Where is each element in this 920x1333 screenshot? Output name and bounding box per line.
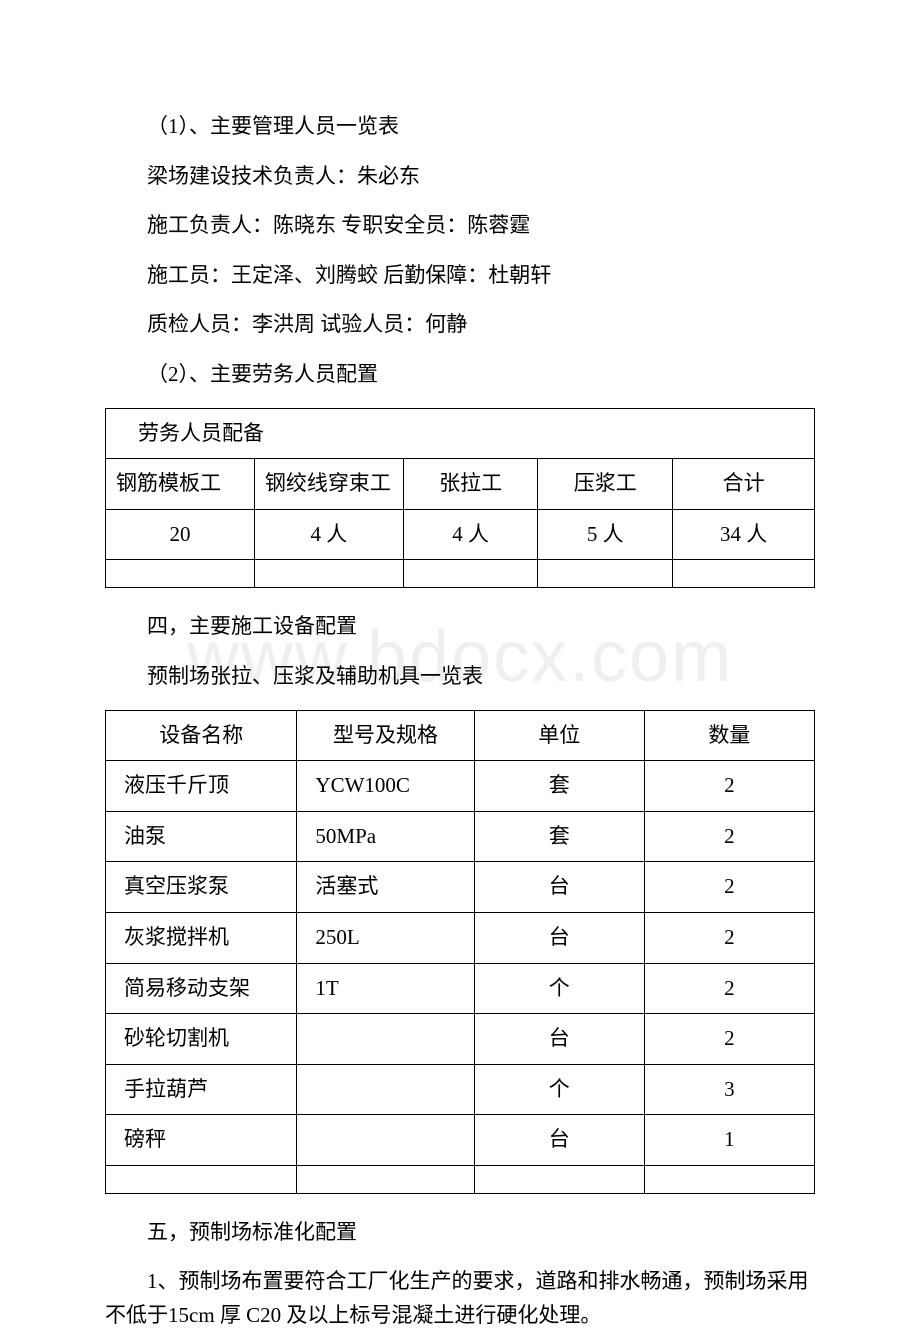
table-row: 真空压浆泵 活塞式 台 2 [106,862,815,913]
equip-cell: 台 [474,912,644,963]
labor-cell: 34 人 [673,509,815,560]
equip-cell: YCW100C [297,761,474,812]
line-3: 施工负责人：陈晓东 专职安全员：陈蓉霆 [105,209,815,243]
equip-cell: 个 [474,963,644,1014]
table-row: 灰浆搅拌机 250L 台 2 [106,912,815,963]
equip-cell: 1T [297,963,474,1014]
equip-cell: 50MPa [297,811,474,862]
equip-cell: 液压千斤顶 [106,761,297,812]
equip-cell: 2 [644,1014,814,1065]
table-row [106,560,815,588]
equip-cell: 台 [474,1115,644,1166]
line-2: 梁场建设技术负责人：朱必东 [105,160,815,194]
line-1: （1）、主要管理人员一览表 [105,110,815,144]
equip-cell: 活塞式 [297,862,474,913]
labor-col4-header: 压浆工 [538,459,673,510]
equip-col3-header: 单位 [474,710,644,761]
equip-cell: 1 [644,1115,814,1166]
equipment-table: 设备名称 型号及规格 单位 数量 液压千斤顶 YCW100C 套 2 油泵 50… [105,710,815,1194]
equip-cell: 2 [644,963,814,1014]
table-row: 手拉葫芦 个 3 [106,1064,815,1115]
labor-table: 劳务人员配备 钢筋模板工 钢绞线穿束工 张拉工 压浆工 合计 20 4 人 4 … [105,408,815,589]
equip-cell: 手拉葫芦 [106,1064,297,1115]
line-4: 施工员：王定泽、刘腾蛟 后勤保障：杜朝轩 [105,259,815,293]
equip-cell: 灰浆搅拌机 [106,912,297,963]
section4-title: 四，主要施工设备配置 [105,610,815,644]
empty-cell [538,560,673,588]
equip-col1-header: 设备名称 [106,710,297,761]
equip-cell: 油泵 [106,811,297,862]
section5-title: 五，预制场标准化配置 [105,1216,815,1250]
equip-cell: 砂轮切割机 [106,1014,297,1065]
table-row: 设备名称 型号及规格 单位 数量 [106,710,815,761]
table-row: 钢筋模板工 钢绞线穿束工 张拉工 压浆工 合计 [106,459,815,510]
labor-cell: 5 人 [538,509,673,560]
labor-cell: 20 [106,509,255,560]
line-6: （2）、主要劳务人员配置 [105,358,815,392]
labor-col1-header: 钢筋模板工 [106,459,255,510]
labor-col3-header: 张拉工 [403,459,538,510]
empty-cell [297,1165,474,1193]
labor-col5-header: 合计 [673,459,815,510]
equip-cell: 套 [474,761,644,812]
table-row: 油泵 50MPa 套 2 [106,811,815,862]
labor-cell: 4 人 [403,509,538,560]
equip-cell: 2 [644,811,814,862]
equip-cell: 台 [474,1014,644,1065]
equip-col4-header: 数量 [644,710,814,761]
equip-cell: 磅秤 [106,1115,297,1166]
equip-cell [297,1115,474,1166]
equip-cell: 真空压浆泵 [106,862,297,913]
table-row: 砂轮切割机 台 2 [106,1014,815,1065]
equip-cell [297,1014,474,1065]
empty-cell [644,1165,814,1193]
equip-cell: 250L [297,912,474,963]
equip-cell: 3 [644,1064,814,1115]
equip-cell: 简易移动支架 [106,963,297,1014]
equip-cell [297,1064,474,1115]
labor-col2-header: 钢绞线穿束工 [254,459,403,510]
empty-cell [106,1165,297,1193]
labor-cell: 4 人 [254,509,403,560]
table-row: 简易移动支架 1T 个 2 [106,963,815,1014]
equip-cell: 2 [644,761,814,812]
table-row: 劳务人员配备 [106,408,815,459]
table-row [106,1165,815,1193]
labor-table-title: 劳务人员配备 [106,408,815,459]
section4-subtitle: 预制场张拉、压浆及辅助机具一览表 [105,660,815,694]
equip-cell: 台 [474,862,644,913]
empty-cell [106,560,255,588]
section5-para1: 1、预制场布置要符合工厂化生产的要求，道路和排水畅通，预制场采用不低于15cm … [105,1265,815,1332]
empty-cell [673,560,815,588]
equip-cell: 个 [474,1064,644,1115]
equip-cell: 套 [474,811,644,862]
table-row: 液压千斤顶 YCW100C 套 2 [106,761,815,812]
line-5: 质检人员：李洪周 试验人员：何静 [105,308,815,342]
equip-cell: 2 [644,912,814,963]
empty-cell [474,1165,644,1193]
table-row: 20 4 人 4 人 5 人 34 人 [106,509,815,560]
table-row: 磅秤 台 1 [106,1115,815,1166]
equip-col2-header: 型号及规格 [297,710,474,761]
equip-cell: 2 [644,862,814,913]
empty-cell [254,560,403,588]
empty-cell [403,560,538,588]
